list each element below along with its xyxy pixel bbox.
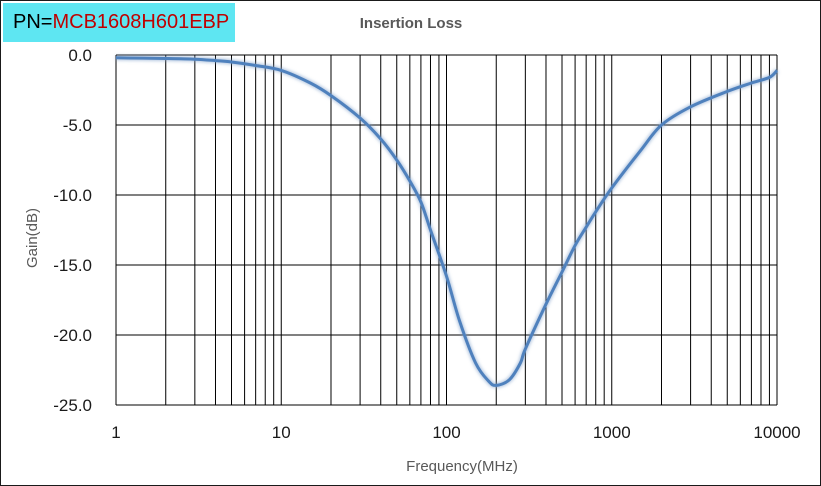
part-number-badge: PN=MCB1608H601EBP <box>3 3 235 42</box>
y-tick-label: -25.0 <box>53 396 92 415</box>
y-tick-label: -20.0 <box>53 326 92 345</box>
x-tick-label: 10 <box>272 423 291 442</box>
x-tick-label: 1000 <box>593 423 631 442</box>
part-number-prefix: PN= <box>13 11 53 33</box>
y-axis-label: Gain(dB) <box>24 208 41 268</box>
x-tick-label: 1 <box>111 423 120 442</box>
chart-title: Insertion Loss <box>359 15 463 32</box>
y-tick-label: -10.0 <box>53 186 92 205</box>
y-tick-label: 0.0 <box>68 46 92 65</box>
grid <box>115 54 778 406</box>
x-tick-label: 10000 <box>753 423 800 442</box>
series-layer <box>115 55 779 388</box>
y-tick-label: -15.0 <box>53 256 92 275</box>
tick-labels: 0.0 -5.0 -10.0 -15.0 -20.0 -25.0 1 10 100 1000 100… <box>53 46 800 442</box>
part-number-value: MCB1608H601EBP <box>52 11 230 33</box>
series-line <box>115 56 779 387</box>
x-tick-label: 100 <box>432 423 460 442</box>
y-tick-label: -5.0 <box>63 116 92 135</box>
x-axis-label: Frequency(MHz) <box>406 458 518 475</box>
